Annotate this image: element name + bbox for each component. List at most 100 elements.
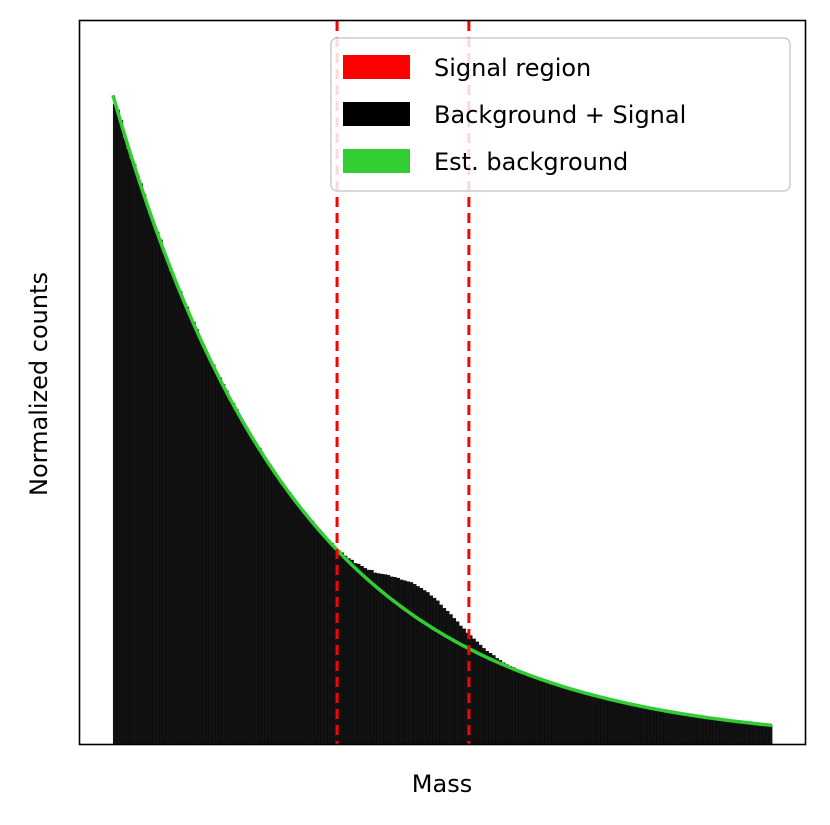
y-axis-label: Normalized counts xyxy=(25,272,53,496)
histogram-bar xyxy=(122,137,127,745)
histogram-bar xyxy=(215,373,219,744)
histogram-bar xyxy=(679,713,684,744)
histogram-bar xyxy=(702,717,707,744)
histogram-bar xyxy=(373,572,377,744)
histogram-bar xyxy=(468,635,473,744)
histogram-bar xyxy=(488,652,493,744)
histogram-bar xyxy=(198,339,203,744)
histogram-bar xyxy=(607,699,611,744)
histogram-bar xyxy=(541,679,546,744)
histogram-bar xyxy=(244,427,249,744)
legend-box xyxy=(330,37,791,192)
histogram-bar xyxy=(409,582,414,744)
histogram-bar xyxy=(350,559,354,744)
histogram-bar xyxy=(742,722,747,744)
histogram-bar xyxy=(449,614,453,744)
histogram-bar xyxy=(211,364,216,744)
histogram-bar xyxy=(594,695,598,744)
histogram-bar xyxy=(297,507,302,744)
histogram-bar xyxy=(172,278,176,744)
histogram-bar xyxy=(132,164,137,744)
legend: Signal region Background + Signal Est. b… xyxy=(330,37,791,192)
histogram-bar xyxy=(482,648,486,744)
histogram-bar xyxy=(353,563,358,744)
histogram-bar xyxy=(650,708,654,744)
histogram-bar xyxy=(225,390,229,744)
histogram-bar xyxy=(149,216,153,745)
histogram-bar xyxy=(360,565,364,744)
histogram-bar xyxy=(287,492,292,744)
histogram-bar xyxy=(574,690,578,744)
histogram-bar xyxy=(689,715,694,744)
histogram-bar xyxy=(498,660,503,744)
histogram-bar xyxy=(554,684,559,744)
histogram-bar xyxy=(475,641,480,744)
histogram-bar xyxy=(426,592,430,744)
legend-swatch-est-background xyxy=(343,149,410,173)
histogram-bar xyxy=(343,555,348,744)
histogram-bar xyxy=(518,670,522,744)
histogram-bar xyxy=(515,669,519,744)
histogram-bar xyxy=(238,417,242,744)
histogram-bar xyxy=(452,618,457,744)
histogram-bar xyxy=(716,719,720,744)
histogram-bar xyxy=(195,329,199,744)
histogram-bar xyxy=(248,433,252,744)
histogram-bar xyxy=(139,183,143,745)
histogram-bar xyxy=(307,517,312,744)
histogram-bar xyxy=(587,693,592,744)
x-axis-label: Mass xyxy=(412,770,472,798)
histogram-bar xyxy=(669,712,674,744)
histogram-bar xyxy=(337,550,341,744)
histogram-bar xyxy=(551,683,555,744)
histogram-bar xyxy=(136,175,140,745)
histogram-bar xyxy=(505,664,509,744)
histogram-bar xyxy=(290,498,295,744)
histogram-bar xyxy=(491,655,496,744)
histogram-bar xyxy=(159,239,163,744)
histogram-bar xyxy=(762,724,766,744)
histogram-bar xyxy=(686,714,691,744)
histogram-bar xyxy=(145,206,150,744)
histogram-bar xyxy=(620,702,625,744)
histogram-bar xyxy=(455,621,460,744)
histogram-bar xyxy=(340,552,344,744)
histogram-bar xyxy=(208,361,213,744)
histogram-bar xyxy=(439,604,443,744)
histogram-bar xyxy=(406,581,410,744)
histogram-bar xyxy=(748,723,753,744)
histogram-bar xyxy=(735,721,740,744)
histogram-bar xyxy=(768,725,773,744)
histogram-bar xyxy=(165,260,170,744)
histogram-bar xyxy=(501,662,506,744)
histogram-bar xyxy=(228,400,232,744)
histogram-bar xyxy=(534,677,539,744)
histogram-bar xyxy=(712,718,717,744)
legend-label-background-signal: Background + Signal xyxy=(434,101,686,129)
legend-swatch-background-signal xyxy=(343,102,410,126)
histogram-bar xyxy=(656,709,661,744)
histogram-bar xyxy=(732,721,737,744)
histogram-bar xyxy=(472,638,476,744)
histogram-bar xyxy=(765,724,770,744)
histogram-bar xyxy=(356,563,361,744)
histogram-bar xyxy=(600,697,605,744)
histogram-bar xyxy=(294,501,298,744)
histogram-bar xyxy=(752,723,756,744)
histogram-bar xyxy=(300,509,305,744)
histogram-bar xyxy=(376,573,381,744)
histogram-bar xyxy=(178,291,183,744)
histogram-bar xyxy=(462,628,466,744)
histogram-bar xyxy=(383,574,387,744)
histogram-bar xyxy=(495,658,499,744)
histogram-bar xyxy=(416,586,420,744)
histogram-bar xyxy=(261,455,265,744)
histogram-bar xyxy=(366,569,371,744)
histogram-bar xyxy=(412,584,417,744)
histogram-bar xyxy=(396,577,401,744)
histogram-bar xyxy=(547,681,552,744)
histogram-bar xyxy=(633,705,638,744)
histogram-bar xyxy=(603,698,608,744)
histogram-bar xyxy=(201,345,206,744)
histogram-bar xyxy=(267,464,272,744)
